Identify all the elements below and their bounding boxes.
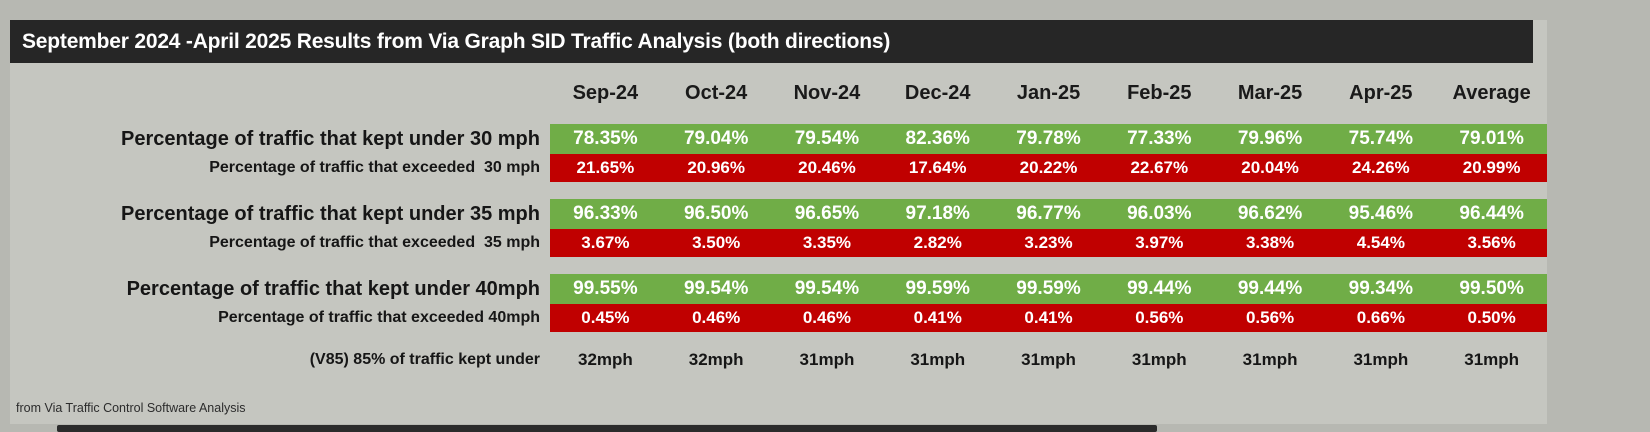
column-header: Nov-24 [793,81,861,104]
table-cell: 31mph [1021,350,1076,369]
table-cell: 0.46% [692,308,741,327]
table-cell: 20.04% [1241,158,1299,177]
table-cell: 79.01% [1459,128,1524,149]
table-cell: 0.56% [1245,308,1295,327]
row-label: Percentage of traffic that kept under 30… [121,127,540,150]
table-cell: 24.26% [1352,158,1410,177]
table-row-exceeded-35: Percentage of traffic that exceeded 35 m… [10,229,1547,257]
table-cell: 96.62% [1237,203,1303,224]
table-cell: 99.59% [1016,278,1081,299]
table-cell: 31mph [1131,350,1187,369]
column-header: Jan-25 [1016,81,1081,104]
table-cell: 20.96% [687,158,745,177]
table-cell: 31mph [1464,350,1520,369]
table-cell: 31mph [799,350,855,369]
table-cell: 32mph [688,350,744,369]
row-label: (V85) 85% of traffic kept under [309,351,540,368]
table-cell: 22.67% [1130,158,1189,177]
table-cell: 79.54% [794,128,860,149]
table-cell: 3.50% [692,233,741,252]
header-spacer [10,72,550,114]
table-cell: 99.59% [905,278,970,299]
column-header: Oct-24 [685,81,748,104]
table-cell: 99.44% [1127,278,1192,299]
row-label: Percentage of traffic that exceeded 30 m… [209,159,540,176]
table-cell: 0.46% [802,308,852,327]
table-cell: 20.46% [798,158,856,177]
table-row-v85: (V85) 85% of traffic kept under 32mph 32… [10,344,1547,376]
table-cell: 3.38% [1245,233,1295,252]
table-cell: 20.99% [1462,158,1521,177]
table-cell: 31mph [910,350,966,369]
table-cell: 2.82% [913,233,962,252]
table-row-kept-under-40: Percentage of traffic that kept under 40… [10,274,1547,304]
row-label: Percentage of traffic that kept under 40… [126,277,540,300]
table-cell: 79.04% [683,128,749,149]
table-cell: 21.65% [576,158,635,177]
table-row-exceeded-40: Percentage of traffic that exceeded 40mp… [10,304,1547,332]
table-cell: 31mph [1242,350,1298,369]
source-attribution: from Via Traffic Control Software Analys… [16,401,246,415]
table-cell: 79.78% [1016,128,1081,149]
table-cell: 0.45% [581,308,630,327]
table-cell: 96.44% [1459,203,1524,224]
column-header-row: Sep-24 Oct-24 Nov-24 Dec-24 Jan-25 Feb-2… [10,72,1547,114]
table-cell: 79.96% [1237,128,1303,149]
table-cell: 31mph [1353,350,1409,369]
column-header: Mar-25 [1237,81,1303,104]
table-row-kept-under-30: Percentage of traffic that kept under 30… [10,124,1547,154]
row-label: Percentage of traffic that exceeded 35 m… [209,234,540,251]
table-cell: 96.77% [1016,203,1081,224]
table-cell: 99.54% [683,278,749,299]
table-cell: 20.22% [1019,158,1078,177]
table-cell: 0.56% [1135,308,1184,327]
table-row-exceeded-30: Percentage of traffic that exceeded 30 m… [10,154,1547,182]
row-label: Percentage of traffic that kept under 35… [121,202,540,225]
table-cell: 96.03% [1127,203,1192,224]
table-cell: 3.56% [1467,233,1516,252]
table-cell: 77.33% [1127,128,1192,149]
column-header: Average [1452,81,1531,104]
table-cell: 3.35% [802,233,852,252]
table-cell: 0.50% [1467,308,1516,327]
table-cell: 99.34% [1348,278,1414,299]
table-cell: 0.41% [1024,308,1073,327]
row-label: Percentage of traffic that exceeded 40mp… [218,309,540,326]
table-cell: 3.67% [581,233,630,252]
table-cell: 17.64% [908,158,967,177]
table-cell: 82.36% [905,128,970,149]
column-header: Sep-24 [572,81,639,104]
table-cell: 99.50% [1459,278,1524,299]
table-cell: 99.55% [573,278,638,299]
table-cell: 3.23% [1024,233,1073,252]
table-cell: 96.33% [573,203,638,224]
page-title: September 2024 -April 2025 Results from … [22,29,891,53]
table-cell: 32mph [577,350,633,369]
table-cell: 4.54% [1356,233,1405,252]
table-cell: 78.35% [573,128,638,149]
table-row-kept-under-35: Percentage of traffic that kept under 35… [10,199,1547,229]
table-cell: 95.46% [1348,203,1414,224]
column-header: Apr-25 [1349,81,1413,104]
table-cell: 75.74% [1348,128,1414,149]
table-cell: 3.97% [1135,233,1184,252]
table-cell: 99.54% [794,278,860,299]
bottom-dark-bar [57,425,1157,432]
table-cell: 0.66% [1356,308,1405,327]
column-header: Dec-24 [904,81,971,104]
chart-canvas: September 2024 -April 2025 Results from … [10,20,1547,424]
table-cell: 96.50% [683,203,749,224]
column-header: Feb-25 [1127,81,1192,104]
table-cell: 0.41% [913,308,962,327]
title-bar: September 2024 -April 2025 Results from … [10,20,1533,63]
table-cell: 99.44% [1237,278,1303,299]
table-cell: 96.65% [794,203,860,224]
table-cell: 97.18% [905,203,970,224]
